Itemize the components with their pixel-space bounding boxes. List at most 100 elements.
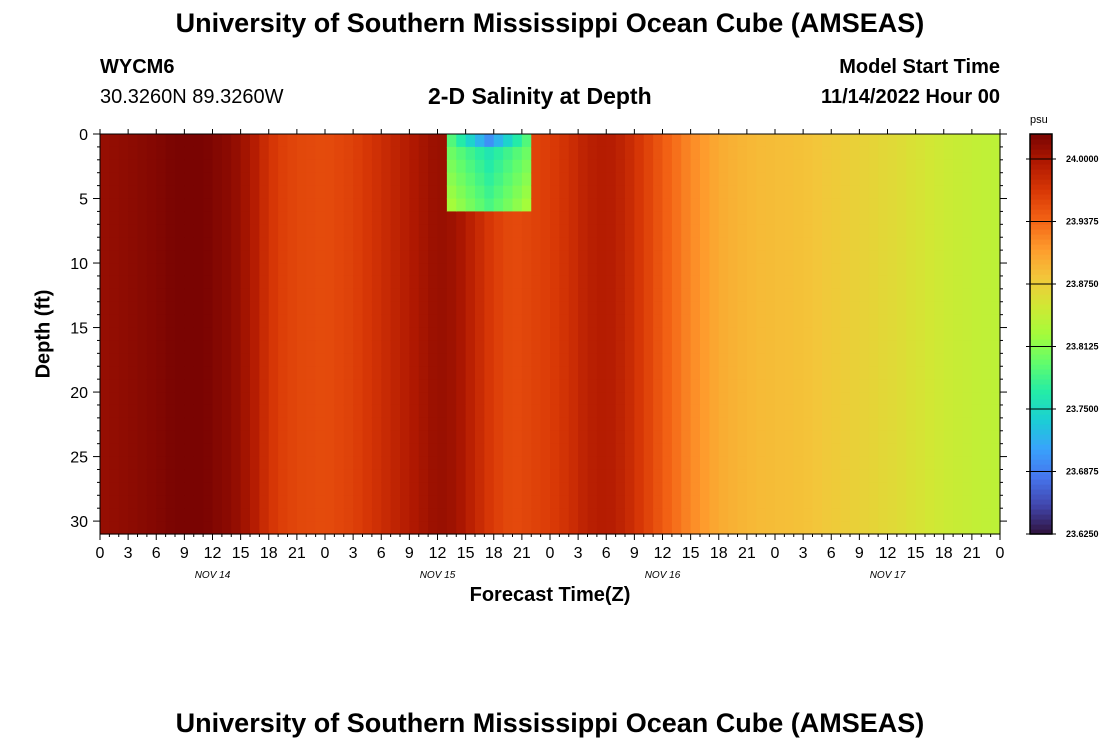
heatmap-cell bbox=[831, 263, 842, 277]
heatmap-cell bbox=[128, 495, 139, 509]
heatmap-cell bbox=[756, 366, 767, 380]
heatmap-cell bbox=[728, 392, 739, 406]
heatmap-cell bbox=[840, 288, 851, 303]
heatmap-cell bbox=[925, 392, 935, 406]
heatmap-cell bbox=[503, 379, 514, 393]
heatmap-cell bbox=[503, 404, 514, 419]
heatmap-cell bbox=[484, 469, 495, 483]
heatmap-cell bbox=[756, 379, 767, 393]
heatmap-cell bbox=[503, 288, 514, 303]
heatmap-cell bbox=[146, 263, 157, 277]
heatmap-cell bbox=[240, 301, 251, 316]
heatmap-cell bbox=[643, 224, 654, 238]
heatmap-cell bbox=[203, 146, 214, 161]
heatmap-cell bbox=[906, 456, 917, 471]
heatmap-cell bbox=[803, 417, 814, 432]
heatmap-cell bbox=[887, 521, 898, 535]
heatmap-cell bbox=[315, 353, 326, 367]
heatmap-cell bbox=[653, 456, 664, 471]
heatmap-cell bbox=[681, 224, 692, 238]
heatmap-cell bbox=[634, 159, 645, 174]
heatmap-cell bbox=[953, 185, 964, 200]
heatmap-cell bbox=[193, 185, 204, 200]
heatmap-cell bbox=[596, 508, 607, 522]
heatmap-cell bbox=[456, 353, 467, 367]
heatmap-cell bbox=[906, 250, 917, 264]
heatmap-cell bbox=[615, 379, 626, 393]
heatmap-cell bbox=[925, 417, 935, 432]
heatmap-cell bbox=[278, 198, 289, 213]
heatmap-cell bbox=[531, 211, 542, 225]
heatmap-cell bbox=[962, 288, 973, 303]
heatmap-cell bbox=[653, 134, 664, 148]
heatmap-cell bbox=[793, 134, 804, 148]
heatmap-cell bbox=[156, 134, 167, 148]
heatmap-cell bbox=[512, 185, 523, 200]
heatmap-cell bbox=[681, 456, 692, 471]
heatmap-cell bbox=[587, 159, 598, 174]
heatmap-cell bbox=[503, 185, 514, 200]
colorbar-segment bbox=[1030, 409, 1052, 415]
heatmap-cell bbox=[840, 159, 851, 174]
x-tick-label: 21 bbox=[738, 545, 756, 562]
heatmap-cell bbox=[521, 430, 532, 445]
heatmap-cell bbox=[746, 288, 757, 303]
heatmap-cell bbox=[100, 301, 110, 316]
heatmap-cell bbox=[531, 353, 542, 367]
heatmap-cell bbox=[137, 301, 148, 316]
heatmap-cell bbox=[943, 250, 954, 264]
heatmap-cell bbox=[737, 379, 748, 393]
heatmap-cell bbox=[437, 250, 448, 264]
heatmap-cell bbox=[625, 482, 635, 496]
x-tick-label: 0 bbox=[546, 545, 555, 562]
heatmap-cell bbox=[231, 404, 242, 419]
heatmap-cell bbox=[484, 482, 495, 496]
heatmap-cell bbox=[334, 172, 345, 187]
heatmap-cell bbox=[915, 430, 926, 445]
heatmap-cell bbox=[259, 417, 270, 432]
heatmap-cell bbox=[896, 366, 907, 380]
heatmap-cell bbox=[381, 521, 392, 535]
heatmap-cell bbox=[212, 456, 223, 471]
heatmap-cell bbox=[456, 237, 467, 251]
heatmap-cell bbox=[306, 366, 317, 380]
heatmap-cell bbox=[906, 430, 917, 445]
heatmap-cell bbox=[531, 237, 542, 251]
heatmap-cell bbox=[859, 521, 870, 535]
heatmap-cell bbox=[671, 198, 682, 213]
heatmap-cell bbox=[268, 366, 279, 380]
heatmap-cell bbox=[840, 379, 851, 393]
heatmap-cell bbox=[353, 237, 364, 251]
heatmap-cell bbox=[568, 417, 579, 432]
heatmap-cell bbox=[925, 353, 935, 367]
heatmap-cell bbox=[456, 404, 467, 419]
heatmap-cell bbox=[475, 198, 485, 213]
heatmap-cell bbox=[418, 495, 429, 509]
heatmap-cell bbox=[896, 379, 907, 393]
heatmap-cell bbox=[868, 482, 879, 496]
heatmap-cell bbox=[587, 521, 598, 535]
heatmap-cell bbox=[165, 314, 176, 329]
heatmap-cell bbox=[831, 275, 842, 290]
heatmap-cell bbox=[146, 469, 157, 483]
heatmap-cell bbox=[803, 430, 814, 445]
heatmap-cell bbox=[662, 404, 673, 419]
heatmap-cell bbox=[596, 146, 607, 161]
heatmap-cell bbox=[475, 185, 485, 200]
station-id: WYCM6 bbox=[100, 56, 175, 78]
heatmap-cell bbox=[165, 469, 176, 483]
heatmap-cell bbox=[756, 146, 767, 161]
heatmap-cell bbox=[175, 250, 185, 264]
heatmap-cell bbox=[493, 366, 504, 380]
heatmap-cell bbox=[540, 237, 551, 251]
heatmap-cell bbox=[943, 185, 954, 200]
heatmap-cell bbox=[287, 353, 298, 367]
heatmap-cell bbox=[156, 495, 167, 509]
heatmap-cell bbox=[578, 185, 589, 200]
heatmap-cell bbox=[418, 366, 429, 380]
heatmap-cell bbox=[700, 482, 710, 496]
heatmap-cell bbox=[418, 456, 429, 471]
heatmap-cell bbox=[268, 379, 279, 393]
x-tick-label: 21 bbox=[513, 545, 531, 562]
heatmap-cell bbox=[971, 314, 982, 329]
